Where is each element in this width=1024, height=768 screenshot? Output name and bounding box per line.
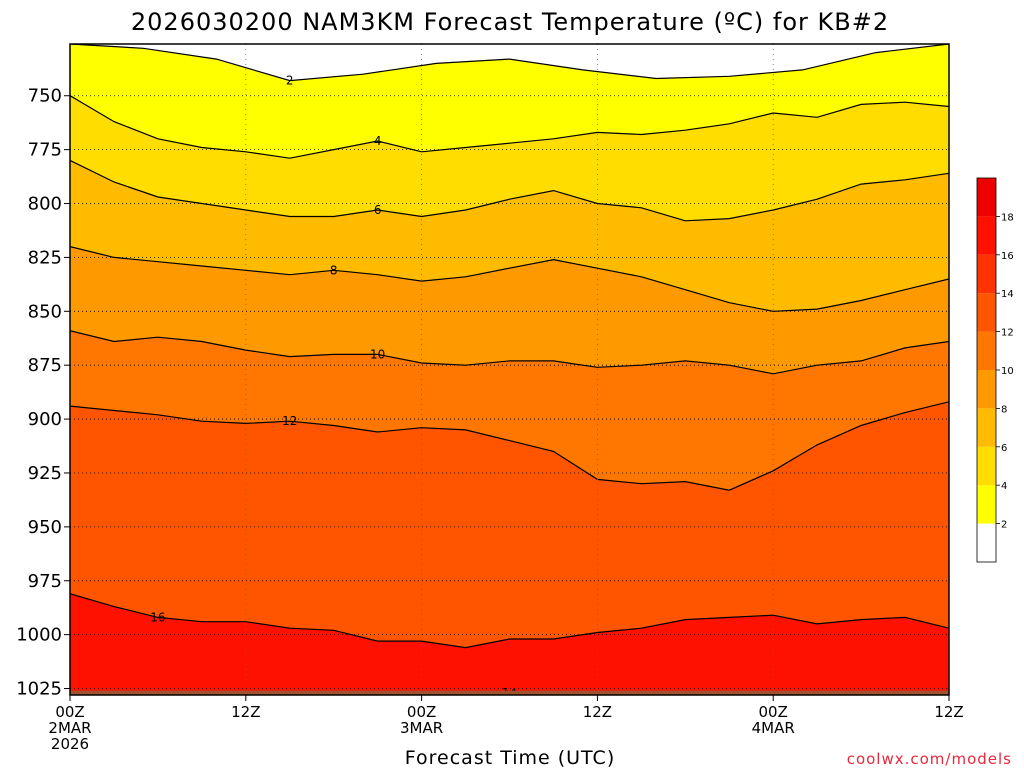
contour-label-4: 4 [374, 134, 382, 148]
colorbar-label-10: 10 [1001, 366, 1014, 377]
credit-text[interactable]: coolwx.com/models [847, 750, 1012, 768]
x-tick-label-24-1: 00Z [407, 703, 436, 721]
colorbar-segment-1 [977, 485, 996, 524]
colorbar-segment-4 [977, 370, 996, 409]
contour-8 [70, 246, 949, 312]
contour-4 [70, 95, 949, 159]
colorbar-label-8: 8 [1001, 404, 1007, 415]
contour-label-12: 12 [282, 414, 297, 428]
colorbar-label-16: 16 [1001, 251, 1014, 262]
y-tick-label-750: 750 [28, 86, 62, 107]
y-tick-label-950: 950 [28, 517, 62, 538]
contour-label-8: 8 [330, 263, 338, 277]
y-tick-label-875: 875 [28, 355, 62, 376]
contour-10 [70, 330, 949, 375]
colorbar-segment-2 [977, 446, 996, 486]
contour-2 [70, 44, 949, 82]
x-tick-label-24-2: 3MAR [400, 719, 443, 737]
y-tick-label-1000: 1000 [16, 625, 62, 646]
ground-surface [70, 690, 949, 695]
plot-frame [69, 43, 950, 696]
y-tick-label-900: 900 [28, 409, 62, 430]
y-tick-label-925: 925 [28, 463, 62, 484]
colorbar-segment-3 [977, 408, 996, 447]
colorbar-segment-6 [977, 293, 996, 332]
colorbar-segment-8 [977, 216, 996, 255]
x-tick-label-0-2: 2MAR [48, 719, 91, 737]
contour-label-10: 10 [370, 347, 385, 361]
colorbar-segment-7 [977, 254, 996, 294]
temperature-bands [70, 44, 949, 695]
contour-label-6: 6 [374, 203, 382, 217]
y-axis: 750 775 800 825 850 875 900 925 950 975 1000 1025 [16, 86, 70, 700]
x-tick-label-0-3: 2026 [51, 735, 89, 753]
contour-label-14: 14 [502, 686, 517, 700]
colorbar-label-6: 6 [1001, 443, 1007, 454]
contour-16 [70, 593, 949, 649]
grid-lines [70, 44, 949, 695]
colorbar-label-4: 4 [1001, 481, 1007, 492]
colorbar-segment-5 [977, 331, 996, 370]
chart-title: 2026030200 NAM3KM Forecast Temperature (… [131, 8, 889, 36]
x-tick-label-0-1: 00Z [55, 703, 84, 721]
x-tick-label-48-2: 4MAR [752, 719, 795, 737]
colorbar-label-12: 12 [1001, 328, 1014, 339]
colorbar-segment-9 [977, 178, 996, 217]
contour-label-2: 2 [286, 74, 294, 88]
colorbar-label-2: 2 [1001, 520, 1007, 531]
y-tick-label-850: 850 [28, 301, 62, 322]
x-tick-label-60-1: 12Z [934, 703, 963, 721]
contour-6 [70, 159, 949, 222]
y-tick-label-775: 775 [28, 140, 62, 161]
colorbar-label-14: 14 [1001, 289, 1014, 300]
x-axis-label: Forecast Time (UTC) [405, 747, 615, 768]
colorbar-segment-0 [977, 523, 996, 562]
x-tick-label-12-1: 12Z [231, 703, 260, 721]
x-tick-label-48-1: 00Z [759, 703, 788, 721]
contour-label-16: 16 [150, 610, 165, 624]
y-tick-label-825: 825 [28, 247, 62, 268]
y-tick-label-975: 975 [28, 571, 62, 592]
y-tick-label-1025: 1025 [16, 679, 62, 700]
y-tick-label-800: 800 [28, 194, 62, 215]
band-above-16 [70, 593, 949, 695]
x-tick-label-36-1: 12Z [583, 703, 612, 721]
colorbar: 2 4 6 8 10 12 14 16 18 [976, 177, 1014, 563]
contour-12 [70, 401, 949, 491]
colorbar-label-18: 18 [1001, 212, 1014, 223]
